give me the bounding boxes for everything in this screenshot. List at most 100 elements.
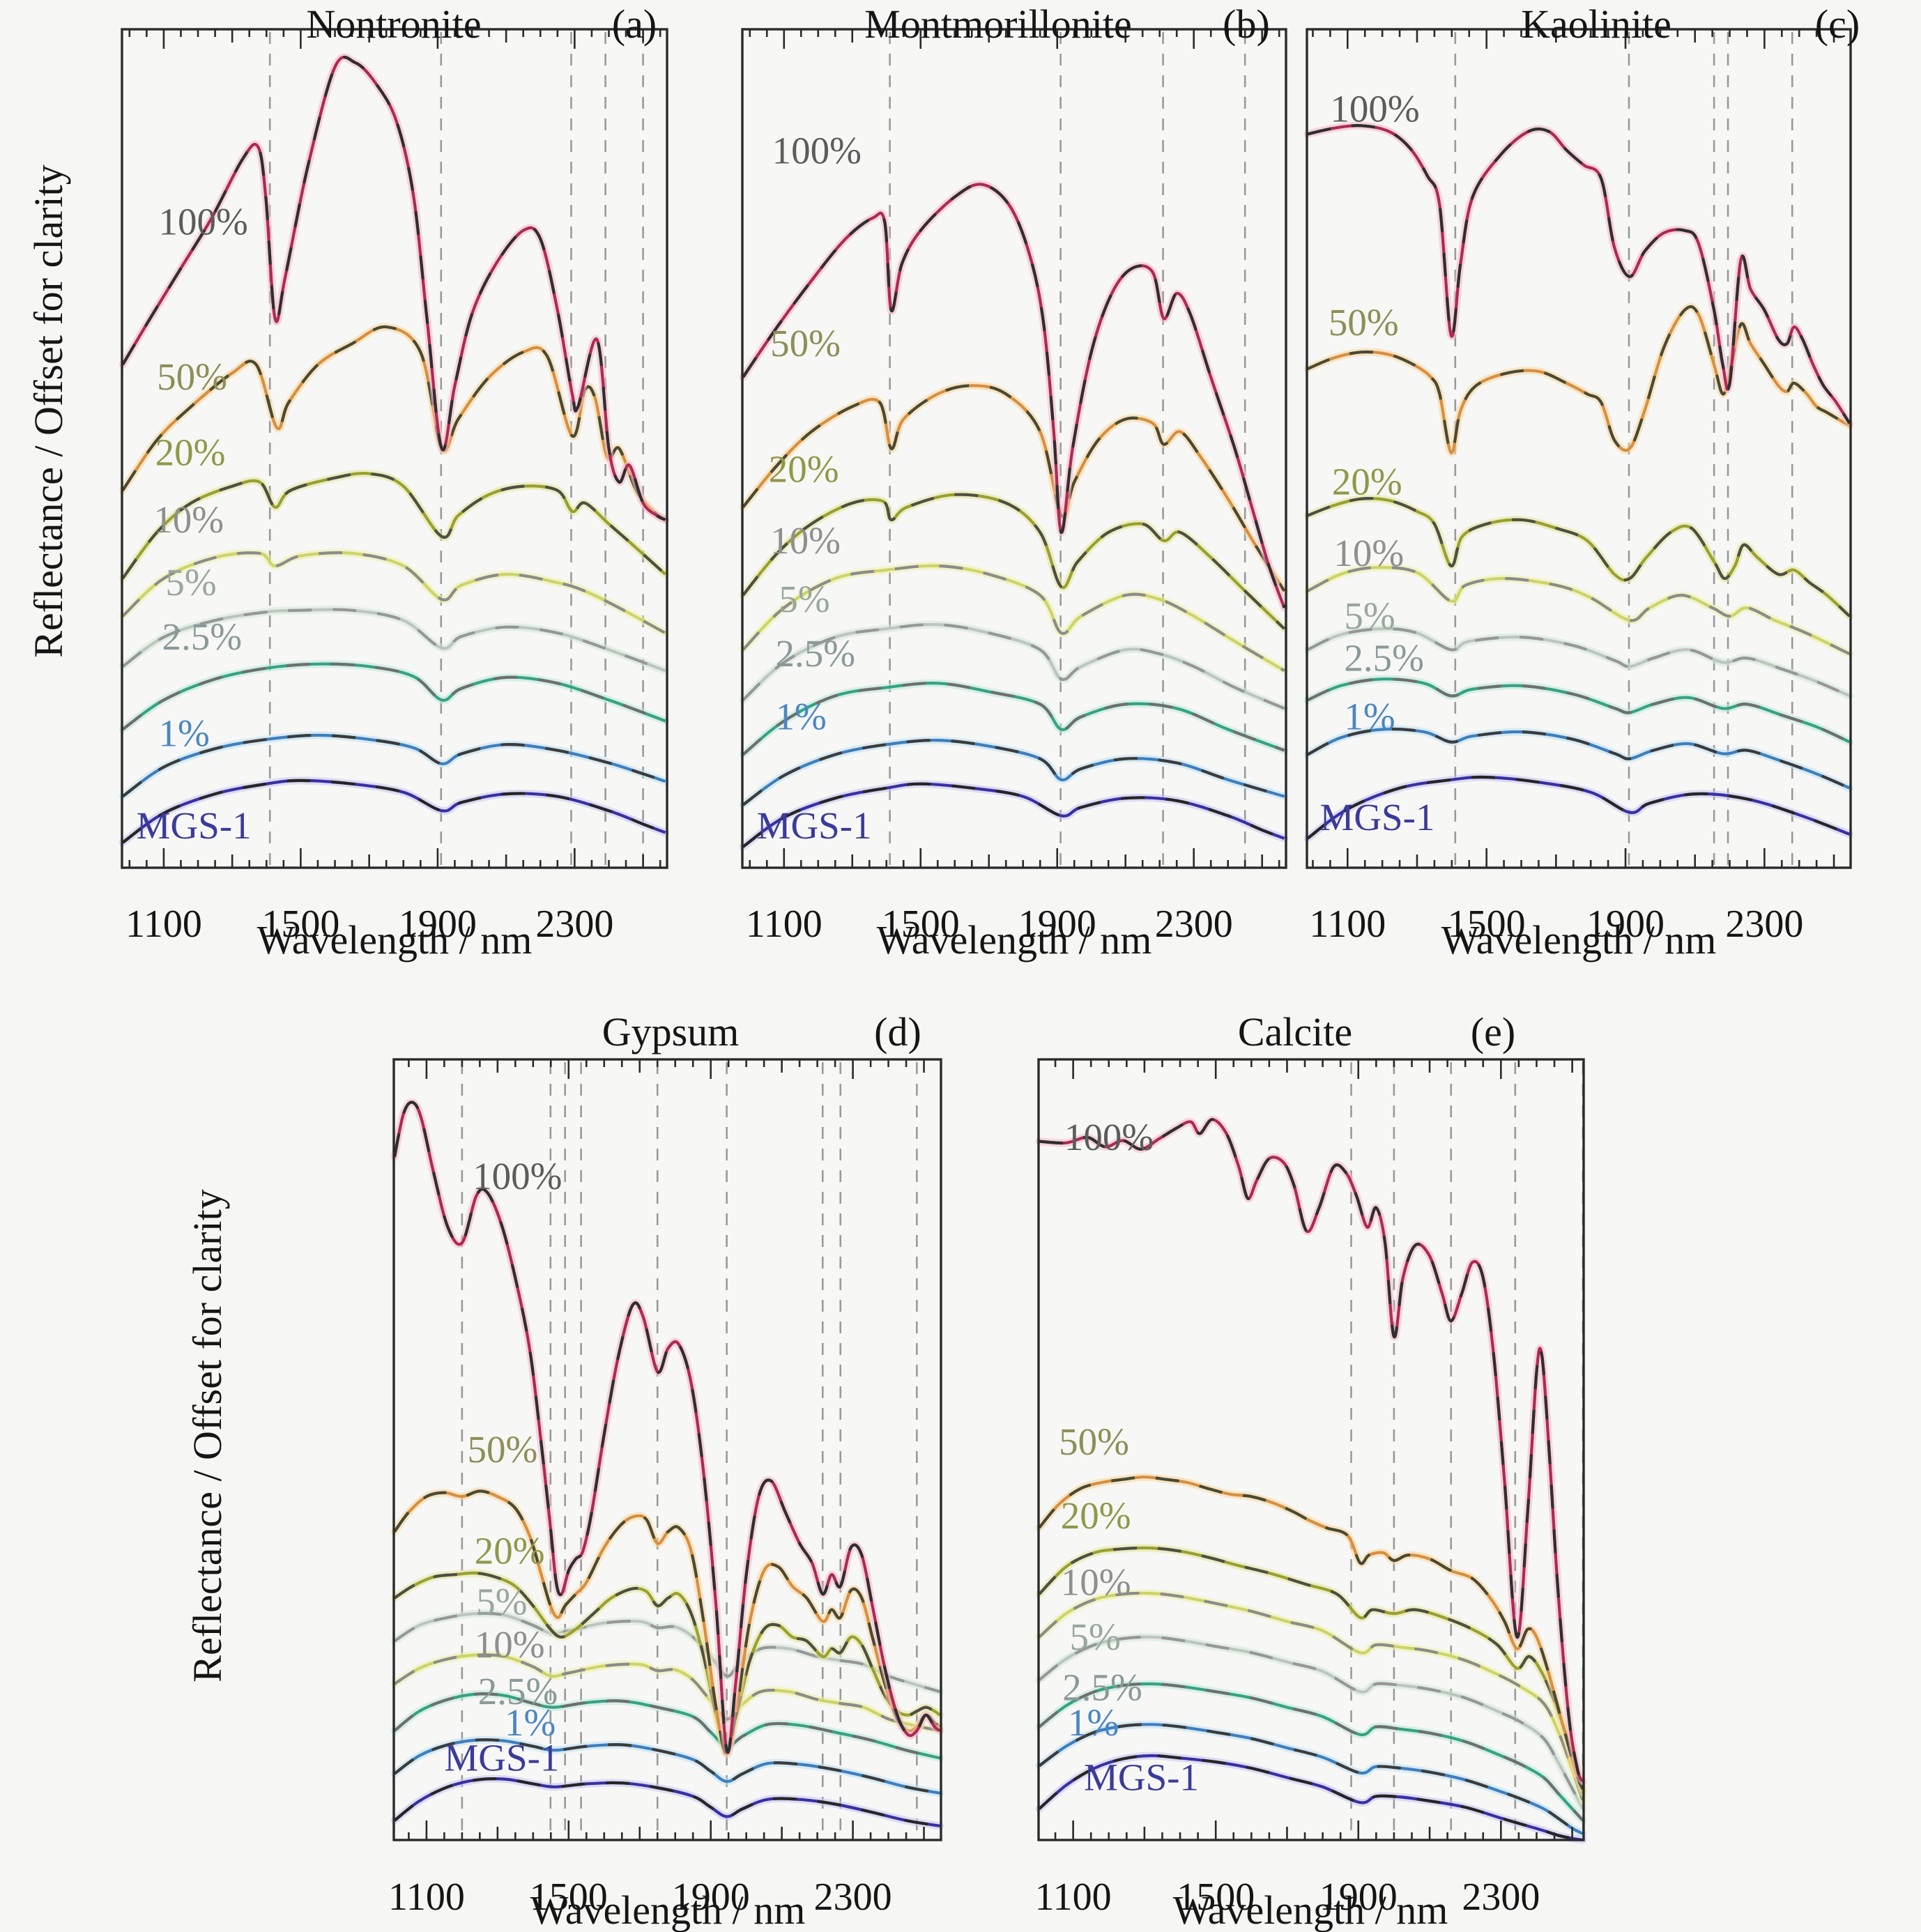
series-label-10%: 10% [770,519,841,562]
series-label-100%: 100% [473,1155,562,1197]
x-tick-label: 1100 [1309,903,1386,946]
panel-title-calcite: Calcite [1237,1009,1353,1055]
x-tick-label: 1500 [882,903,960,946]
x-tick-label: 1100 [1035,1876,1112,1919]
panel-letter-c: (c) [1814,1,1860,47]
spectrum-curve-overlay-20% [1038,1546,1585,1794]
spectrum-curve-overlay-20% [121,472,666,580]
spectrum-curve-overlay-MGS-1 [121,779,666,844]
x-axis-label-gypsum: Wavelength / nm [530,1887,806,1932]
series-label-50%: 50% [1329,301,1399,344]
spectrum-curve-overlay-MGS-1 [1038,1754,1584,1842]
series-label-2.5%: 2.5% [478,1670,558,1712]
spectrum-curve-10% [742,564,1285,673]
x-tick-label: 1500 [1448,903,1526,946]
panel-title-nontronite: Nontronite [306,1,482,47]
series-label-1%: 1% [1344,695,1395,737]
panel-letter-e: (e) [1470,1009,1516,1055]
series-label-20%: 20% [1061,1494,1131,1537]
series-label-100%: 100% [772,129,862,171]
x-tick-label: 1900 [1586,903,1664,946]
spectrum-curve-overlay-10% [393,1653,940,1733]
spectrum-curve-overlay-10% [1307,566,1851,656]
series-label-100%: 100% [159,201,248,243]
series-label-10%: 10% [1061,1561,1131,1603]
spectrum-curve-overlay-10% [121,551,666,635]
x-tick-label: 2300 [1155,903,1233,946]
x-tick-label: 1900 [1319,1876,1398,1919]
panel-letter-d: (d) [874,1009,921,1055]
spectrum-curve-overlay-50% [121,325,666,521]
spectrum-curve-overlay-2.5% [1038,1682,1584,1822]
x-tick-label: 2300 [1725,903,1803,946]
plot-border [392,1058,942,1841]
x-tick-label: 1500 [1177,1876,1255,1919]
panel-title-montmorillonite: Montmorillonite [864,1,1132,47]
series-label-1%: 1% [776,695,827,737]
spectrum-curve-overlay-2.5% [121,662,666,731]
plot-border [741,28,1287,869]
y-axis-label-bottom-row: Reflectance / Offset for clarity [185,1189,230,1682]
spectrum-curve-50% [393,1489,941,1756]
spectrum-curve-overlay-5% [121,608,666,673]
series-label-100%: 100% [1064,1116,1154,1158]
x-tick-label: 1100 [125,903,202,946]
series-label-50%: 50% [468,1428,538,1471]
plot-border [1306,28,1852,869]
x-axis-label-calcite: Wavelength / nm [1172,1887,1448,1932]
series-label-MGS-1: MGS-1 [757,804,872,847]
spectra-panel-d: 1100 1500 1900 2300 100% 50% 20% 5%10%2.5%1%MGS… [388,1058,944,1919]
spectrum-curve-overlay-1% [393,1738,940,1795]
spectrum-curve-overlay-5% [1038,1635,1584,1810]
x-tick-label: 1900 [672,1876,750,1919]
spectrum-curve-overlay-2.5% [1307,677,1851,744]
x-tick-label: 2300 [535,903,613,946]
spectrum-curve-overlay-10% [1038,1591,1584,1802]
spectrum-curve-overlay-100% [121,56,666,521]
series-label-5%: 5% [1069,1616,1120,1658]
spectrum-curve-overlay-1% [121,733,666,798]
spectrum-curve-overlay-100% [742,183,1286,608]
series-label-2.5%: 2.5% [1062,1666,1142,1709]
spectrum-curve-overlay-20% [742,493,1286,630]
spectrum-curve-overlay-100% [1307,124,1851,424]
x-axis-label-kaolinite: Wavelength / nm [1441,917,1717,963]
series-label-50%: 50% [157,355,227,398]
plot-background [122,29,667,868]
series-label-20%: 20% [769,448,839,491]
series-label-10%: 10% [475,1623,545,1666]
y-axis-label-top-row: Reflectance / Offset for clarity [26,164,71,658]
x-tick-label: 2300 [1462,1876,1540,1919]
x-tick-label: 1500 [530,1876,608,1919]
spectrum-curve-overlay-50% [1307,305,1851,454]
x-tick-label: 1100 [746,903,822,946]
spectrum-curve-overlay-100% [1039,1118,1584,1783]
spectrum-curve-overlay-5% [393,1611,941,1694]
series-label-20%: 20% [475,1530,545,1572]
series-label-50%: 50% [1059,1420,1129,1463]
series-label-2.5%: 2.5% [776,632,856,675]
series-label-10%: 10% [153,498,224,541]
spectrum-curve-overlay-50% [742,384,1286,592]
series-label-5%: 5% [779,578,829,620]
series-label-2.5%: 2.5% [162,615,242,658]
spectrum-curve-overlay-2.5% [742,682,1285,756]
panel-letter-a: (a) [611,1,657,47]
series-label-20%: 20% [155,431,226,474]
series-label-20%: 20% [1332,461,1402,503]
series-label-MGS-1: MGS-1 [137,804,252,847]
x-axis-label-nontronite: Wavelength / nm [257,917,533,963]
x-tick-label: 1900 [1018,903,1096,946]
x-tick-label: 1500 [261,903,339,946]
x-tick-label: 1100 [388,1876,465,1919]
panel-title-kaolinite: Kaolinite [1521,1,1671,47]
series-label-5%: 5% [1344,595,1395,637]
spectrum-curve-overlay-1% [1307,727,1851,790]
panel-title-gypsum: Gypsum [602,1009,740,1055]
spectra-panel-b: 1100 1500 1900 2300 100% 50% 20% 10% 5% 2.5% 1% MGS… [739,28,1289,946]
spectrum-curve-overlay-5% [1307,627,1851,698]
spectrum-curve-overlay-MGS-1 [393,1777,940,1827]
plot-border [121,28,668,869]
series-label-1%: 1% [505,1701,556,1744]
